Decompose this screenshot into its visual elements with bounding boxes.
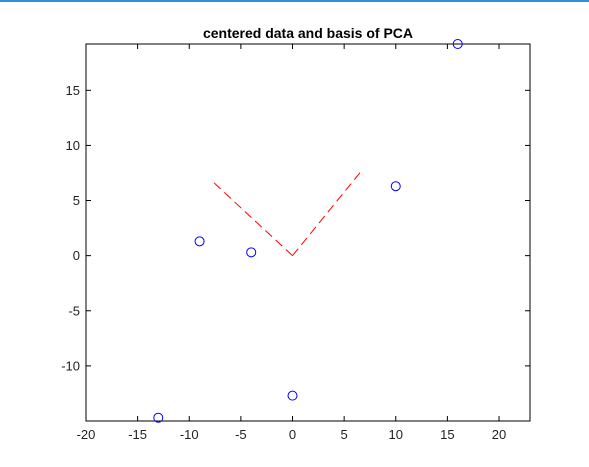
x-tick-label: 0 [289, 427, 296, 442]
x-tick-label: 15 [440, 427, 454, 442]
x-tick-label: 5 [341, 427, 348, 442]
data-point [452, 39, 463, 49]
basis-vector-2 [213, 182, 293, 257]
chart-title: centered data and basis of PCA [203, 25, 413, 41]
window-accent-line [0, 0, 589, 2]
x-tick-label: -15 [128, 427, 147, 442]
x-tick-label: -10 [180, 427, 199, 442]
x-tick-label: -20 [77, 427, 96, 442]
data-point [194, 236, 205, 247]
y-tick-label: -10 [61, 358, 80, 373]
y-tick-label: 0 [73, 248, 80, 263]
data-point [153, 412, 164, 423]
basis-vector-1 [292, 171, 362, 256]
data-points [153, 39, 463, 423]
data-point [287, 390, 298, 401]
x-tick-label: -5 [235, 427, 247, 442]
x-axis: -20 -15 -10 -5 0 5 10 15 20 [77, 44, 506, 442]
plot-area [85, 43, 531, 422]
x-tick-label: 10 [389, 427, 403, 442]
x-tick-label: 20 [492, 427, 506, 442]
y-tick-label: 5 [73, 193, 80, 208]
data-point [390, 181, 401, 192]
y-tick-label: 15 [66, 83, 80, 98]
data-point [246, 247, 257, 258]
y-axis: -10 -5 0 5 10 15 [61, 83, 530, 373]
pca-basis-vectors [213, 171, 362, 257]
y-tick-label: 10 [66, 138, 80, 153]
y-tick-label: -5 [68, 303, 80, 318]
